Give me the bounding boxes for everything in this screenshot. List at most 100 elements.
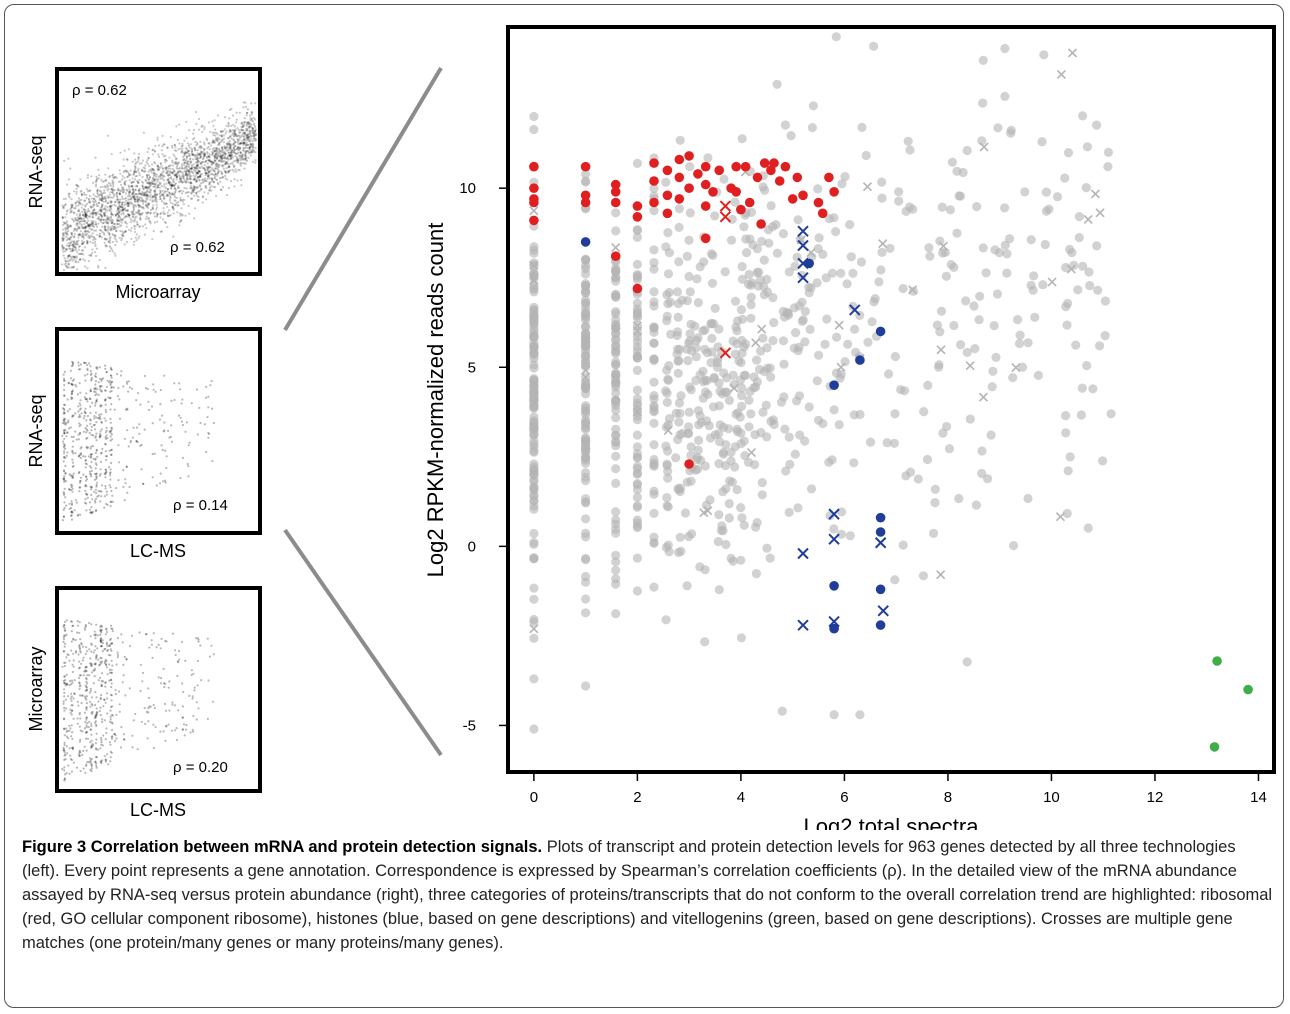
mini-3-point (72, 665, 75, 668)
mini-1-point (170, 187, 173, 190)
mini-1-point (197, 153, 200, 156)
mini-2-point (208, 432, 211, 435)
mini-3-point (62, 727, 66, 730)
mini-2-point (64, 471, 67, 475)
mini-3-point (120, 633, 123, 636)
mini-1-point (251, 146, 254, 149)
mini-1-point (84, 205, 87, 208)
mini-3-point (190, 673, 193, 677)
mini-1-point (122, 191, 125, 194)
mini-2-point (122, 485, 125, 489)
mini-3-point (70, 704, 73, 707)
mini-2-point (89, 411, 92, 414)
mini-1-point (198, 179, 201, 182)
mini-1-point (135, 161, 138, 164)
mini-2-point (95, 366, 98, 369)
mini-1-point (124, 207, 127, 210)
mini-1-point (153, 198, 157, 201)
mini-2-point (90, 460, 93, 464)
mini-1-point (195, 173, 198, 176)
mini-2-point (186, 462, 189, 466)
gene-point (529, 476, 539, 486)
mini-1-point (175, 166, 178, 169)
gene-point (682, 251, 692, 261)
mini-1-point (137, 237, 140, 240)
mini-1-xlabel: Microarray (115, 282, 200, 302)
mini-3-point (101, 720, 104, 724)
mini-3-point (63, 620, 67, 624)
mini-3-point (99, 625, 102, 628)
mini-1-point (146, 174, 149, 177)
mini-1-point (204, 174, 207, 177)
mini-1-point (213, 141, 216, 145)
mini-3-point (108, 663, 111, 666)
mini-1-point (86, 217, 89, 220)
mini-1-point (232, 160, 235, 163)
gene-point (806, 283, 816, 293)
mini-2-point (69, 426, 72, 429)
mini-2-point (118, 417, 122, 420)
mini-1-point (202, 157, 205, 160)
mini-2-point (62, 469, 66, 472)
mini-3-point (78, 687, 81, 691)
mini-2-point (85, 475, 88, 478)
gene-point (794, 342, 804, 352)
mini-1-point (128, 179, 131, 182)
mini-2-point (139, 444, 142, 447)
mini-1-point (128, 195, 131, 198)
mini-1-point (167, 167, 170, 170)
mini-1-point (242, 134, 246, 138)
mini-1-point (159, 213, 162, 216)
gene-point (662, 365, 672, 375)
mini-2-point (63, 432, 66, 435)
mini-1-point (88, 210, 91, 213)
gene-point (611, 266, 621, 276)
mini-1-point (208, 181, 211, 184)
mini-1-point (91, 232, 94, 235)
mini-2-point (74, 451, 77, 455)
mini-1-point (166, 225, 169, 229)
gene-point (684, 271, 694, 282)
mini-3-point (101, 642, 104, 645)
mini-1-point (208, 166, 211, 169)
mini-3-point (116, 656, 119, 659)
mini-3-ylabel: Microarray (26, 646, 46, 731)
mini-1-point (134, 236, 137, 239)
mini-3-point (94, 760, 97, 763)
mini-1-point (243, 132, 246, 135)
mini-1-point (179, 199, 182, 202)
mini-1-point (236, 179, 239, 182)
mini-2-point (62, 508, 65, 511)
mini-1-point (76, 241, 79, 244)
mini-3-point (93, 663, 96, 666)
mini-1-point (144, 178, 147, 181)
mini-1-point (239, 142, 242, 145)
mini-1-point (203, 164, 206, 167)
mini-2-point (78, 422, 81, 425)
mini-1-point (174, 190, 177, 193)
mini-1-point (245, 114, 248, 117)
mini-1-point (121, 230, 124, 233)
mini-3-point (193, 686, 196, 689)
mini-1-point (114, 254, 117, 257)
gene-point (529, 496, 539, 506)
mini-3-point (68, 684, 71, 687)
mini-1-point (64, 203, 67, 206)
mini-1-point (73, 233, 76, 236)
mini-1-point (165, 194, 168, 197)
mini-1-point (101, 225, 104, 228)
mini-2-point (148, 408, 151, 412)
mini-2-point (84, 498, 87, 501)
mini-1-point (156, 165, 159, 168)
mini-1-point (229, 135, 232, 138)
mini-3-point (116, 637, 119, 640)
mini-1-point (162, 218, 165, 221)
mini-1-point (197, 198, 200, 201)
mini-1-point (210, 160, 213, 163)
mini-1-point (72, 236, 75, 239)
mini-1-point (241, 154, 244, 157)
gene-point (700, 637, 710, 647)
mini-3-point (174, 653, 177, 657)
mini-3-point (95, 766, 98, 769)
mini-1-point (236, 152, 239, 155)
